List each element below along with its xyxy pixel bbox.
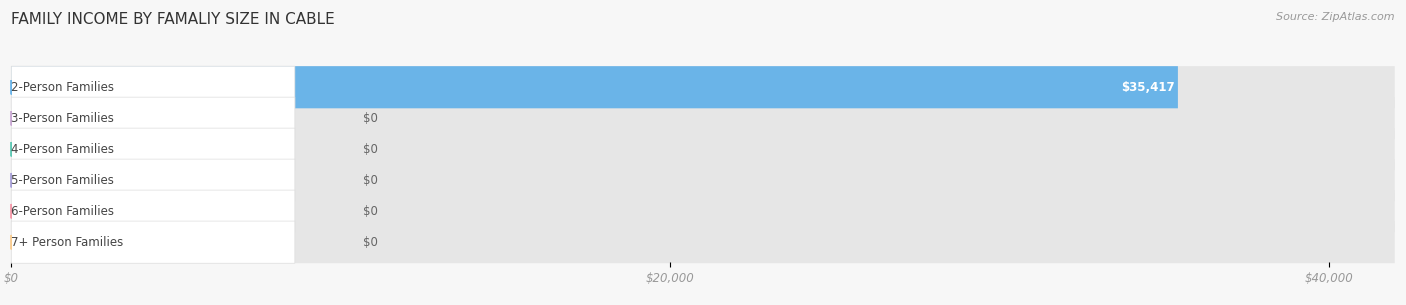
Text: 7+ Person Families: 7+ Person Families — [11, 236, 124, 249]
Text: 3-Person Families: 3-Person Families — [11, 112, 114, 125]
Text: $0: $0 — [363, 205, 378, 218]
FancyBboxPatch shape — [11, 159, 1395, 201]
Text: 6-Person Families: 6-Person Families — [11, 205, 114, 218]
Text: $35,417: $35,417 — [1122, 81, 1175, 94]
FancyBboxPatch shape — [11, 190, 295, 232]
Text: $0: $0 — [363, 236, 378, 249]
FancyBboxPatch shape — [11, 66, 295, 108]
FancyBboxPatch shape — [11, 190, 1395, 232]
Text: 5-Person Families: 5-Person Families — [11, 174, 114, 187]
FancyBboxPatch shape — [11, 66, 1395, 108]
Text: $0: $0 — [363, 174, 378, 187]
Text: 2-Person Families: 2-Person Families — [11, 81, 114, 94]
Text: $0: $0 — [363, 143, 378, 156]
FancyBboxPatch shape — [11, 97, 1395, 139]
FancyBboxPatch shape — [11, 128, 1395, 170]
FancyBboxPatch shape — [11, 66, 1178, 108]
FancyBboxPatch shape — [11, 128, 295, 170]
FancyBboxPatch shape — [11, 97, 295, 139]
FancyBboxPatch shape — [11, 159, 295, 201]
Text: Source: ZipAtlas.com: Source: ZipAtlas.com — [1277, 12, 1395, 22]
Text: $0: $0 — [363, 112, 378, 125]
Text: 4-Person Families: 4-Person Families — [11, 143, 114, 156]
FancyBboxPatch shape — [11, 221, 1395, 263]
FancyBboxPatch shape — [11, 221, 295, 263]
Text: FAMILY INCOME BY FAMALIY SIZE IN CABLE: FAMILY INCOME BY FAMALIY SIZE IN CABLE — [11, 12, 335, 27]
